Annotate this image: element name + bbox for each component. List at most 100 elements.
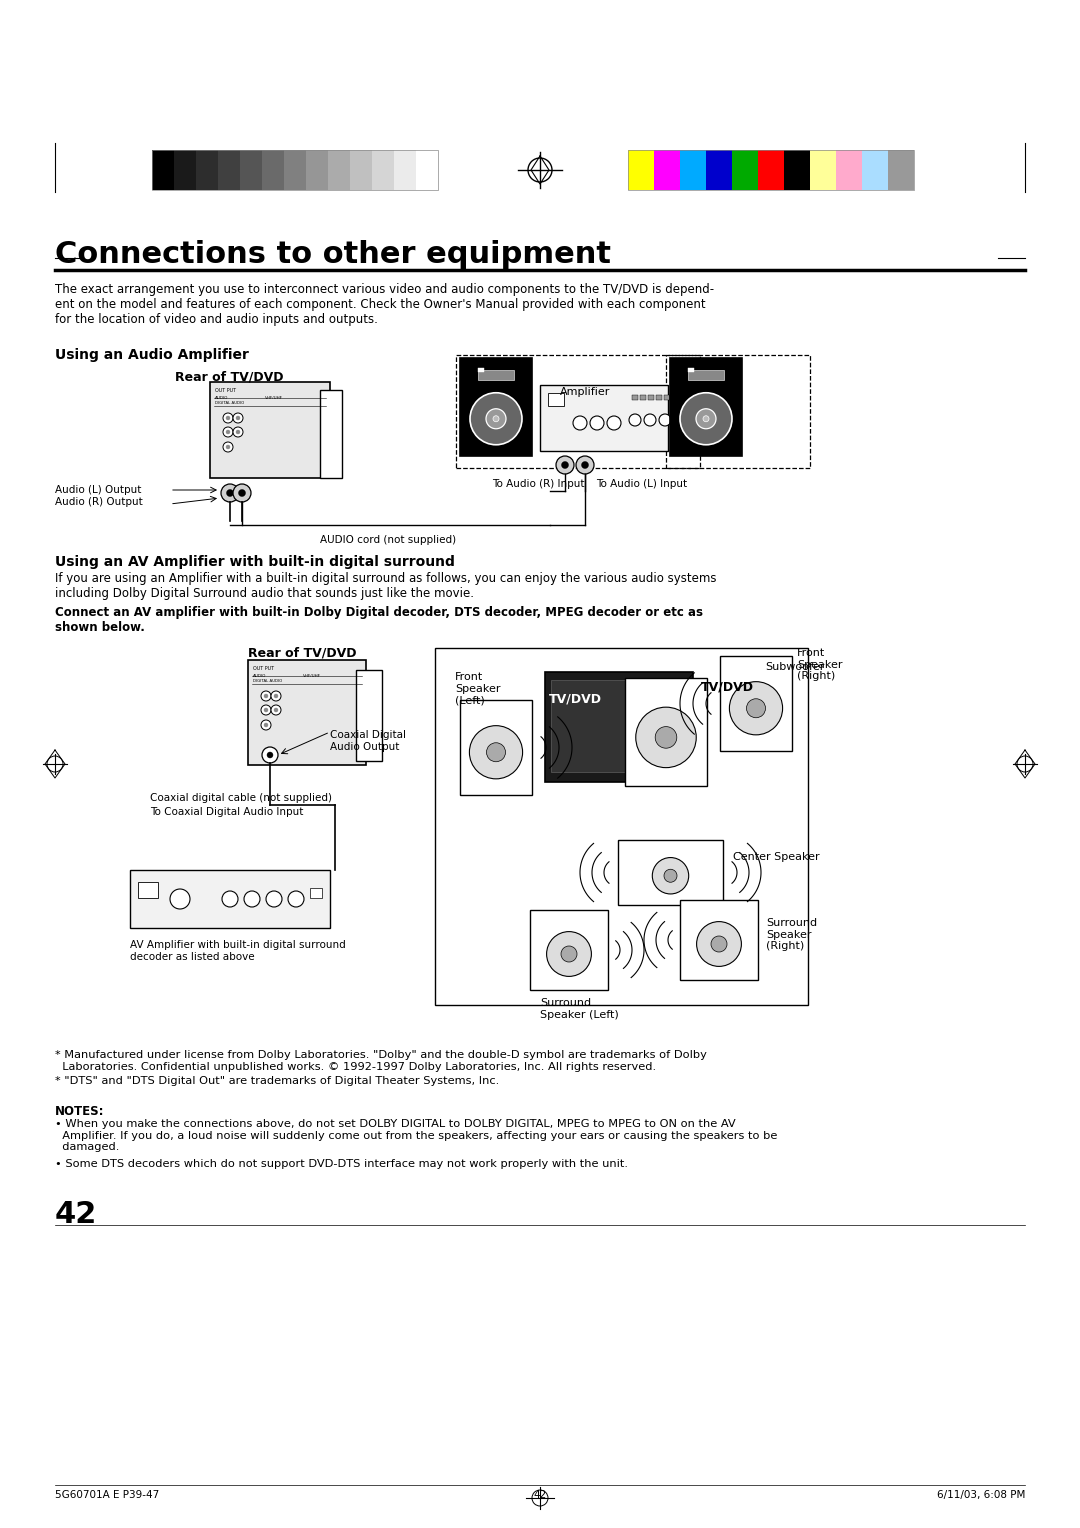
Bar bbox=[478, 368, 484, 371]
Bar bbox=[460, 358, 532, 455]
Text: * "DTS" and "DTS Digital Out" are trademarks of Digital Theater Systems, Inc.: * "DTS" and "DTS Digital Out" are tradem… bbox=[55, 1076, 499, 1086]
Bar bbox=[836, 150, 862, 189]
Circle shape bbox=[470, 726, 523, 779]
Circle shape bbox=[271, 691, 281, 701]
Circle shape bbox=[239, 489, 245, 497]
Text: Coaxial Digital
Audio Output: Coaxial Digital Audio Output bbox=[330, 730, 406, 752]
Bar bbox=[545, 672, 693, 782]
Text: Front
Speaker
(Right): Front Speaker (Right) bbox=[797, 648, 842, 681]
Bar bbox=[732, 150, 758, 189]
Bar bbox=[640, 396, 646, 400]
Text: 5G60701A E P39-47: 5G60701A E P39-47 bbox=[55, 1490, 159, 1500]
Circle shape bbox=[664, 869, 677, 882]
Text: Amplifier: Amplifier bbox=[561, 387, 610, 397]
Bar bbox=[551, 680, 687, 772]
Text: Rear of TV/DVD: Rear of TV/DVD bbox=[175, 370, 283, 384]
Circle shape bbox=[492, 416, 499, 422]
Circle shape bbox=[226, 416, 230, 420]
Bar bbox=[680, 150, 706, 189]
Circle shape bbox=[576, 455, 594, 474]
Bar bbox=[320, 390, 342, 478]
Bar bbox=[306, 150, 328, 189]
Circle shape bbox=[274, 707, 278, 712]
Bar bbox=[670, 358, 742, 455]
Bar bbox=[664, 396, 670, 400]
Circle shape bbox=[221, 484, 239, 503]
Circle shape bbox=[170, 889, 190, 909]
Circle shape bbox=[264, 694, 268, 698]
Bar bbox=[394, 150, 416, 189]
Circle shape bbox=[562, 461, 568, 469]
Text: VHF/UHF: VHF/UHF bbox=[303, 674, 321, 678]
Bar bbox=[888, 150, 914, 189]
Bar bbox=[656, 396, 662, 400]
Bar bbox=[460, 700, 532, 795]
Circle shape bbox=[746, 698, 766, 718]
Circle shape bbox=[652, 857, 689, 894]
Bar bbox=[618, 840, 723, 905]
Circle shape bbox=[222, 442, 233, 452]
Circle shape bbox=[590, 416, 604, 429]
Text: 42: 42 bbox=[534, 1490, 546, 1500]
Bar bbox=[350, 150, 372, 189]
Text: OUT PUT: OUT PUT bbox=[253, 666, 274, 671]
Circle shape bbox=[226, 429, 230, 434]
Circle shape bbox=[680, 393, 732, 445]
Circle shape bbox=[561, 946, 577, 963]
Text: • Some DTS decoders which do not support DVD-DTS interface may not work properly: • Some DTS decoders which do not support… bbox=[55, 1160, 627, 1169]
Text: NOTES:: NOTES: bbox=[55, 1105, 105, 1118]
Circle shape bbox=[629, 414, 642, 426]
Bar bbox=[328, 150, 350, 189]
Circle shape bbox=[264, 707, 268, 712]
Circle shape bbox=[274, 694, 278, 698]
Circle shape bbox=[233, 426, 243, 437]
Text: TV/DVD: TV/DVD bbox=[701, 680, 754, 694]
Text: AUDIO cord (not supplied): AUDIO cord (not supplied) bbox=[320, 535, 456, 545]
Circle shape bbox=[486, 743, 505, 762]
Circle shape bbox=[573, 416, 588, 429]
Circle shape bbox=[261, 704, 271, 715]
Circle shape bbox=[237, 429, 240, 434]
Circle shape bbox=[696, 410, 716, 429]
Circle shape bbox=[266, 891, 282, 908]
Circle shape bbox=[288, 891, 303, 908]
Circle shape bbox=[264, 723, 268, 727]
Circle shape bbox=[703, 416, 708, 422]
Text: To Audio (R) Input: To Audio (R) Input bbox=[492, 478, 584, 489]
Circle shape bbox=[729, 681, 783, 735]
Circle shape bbox=[644, 414, 656, 426]
Bar bbox=[625, 678, 707, 785]
Text: Subwoofer: Subwoofer bbox=[765, 662, 824, 672]
Circle shape bbox=[659, 414, 671, 426]
Text: * Manufactured under license from Dolby Laboratories. "Dolby" and the double-D s: * Manufactured under license from Dolby … bbox=[55, 1050, 707, 1071]
Circle shape bbox=[222, 426, 233, 437]
Bar bbox=[688, 368, 694, 371]
Bar bbox=[654, 150, 680, 189]
Bar bbox=[248, 660, 366, 766]
Bar bbox=[478, 370, 514, 380]
Circle shape bbox=[262, 747, 278, 762]
Bar bbox=[240, 150, 262, 189]
Bar bbox=[262, 150, 284, 189]
Circle shape bbox=[244, 891, 260, 908]
Circle shape bbox=[470, 393, 522, 445]
Bar bbox=[666, 354, 810, 468]
Bar bbox=[218, 150, 240, 189]
Circle shape bbox=[226, 445, 230, 449]
Text: Using an AV Amplifier with built-in digital surround: Using an AV Amplifier with built-in digi… bbox=[55, 555, 455, 568]
Text: Coaxial digital cable (not supplied): Coaxial digital cable (not supplied) bbox=[150, 793, 332, 804]
Circle shape bbox=[233, 413, 243, 423]
Text: Connect an AV amplifier with built-in Dolby Digital decoder, DTS decoder, MPEG d: Connect an AV amplifier with built-in Do… bbox=[55, 607, 703, 634]
Bar bbox=[627, 150, 654, 189]
Text: Connections to other equipment: Connections to other equipment bbox=[55, 240, 611, 269]
Bar bbox=[627, 150, 914, 189]
Text: Front
Speaker
(Left): Front Speaker (Left) bbox=[455, 672, 500, 706]
Text: The exact arrangement you use to interconnect various video and audio components: The exact arrangement you use to interco… bbox=[55, 283, 714, 325]
Text: AUDIO: AUDIO bbox=[253, 674, 267, 678]
Circle shape bbox=[656, 727, 677, 749]
Bar bbox=[548, 393, 564, 406]
Circle shape bbox=[581, 461, 589, 469]
Text: To Audio (L) Input: To Audio (L) Input bbox=[596, 478, 687, 489]
Circle shape bbox=[556, 455, 573, 474]
Circle shape bbox=[267, 752, 273, 758]
